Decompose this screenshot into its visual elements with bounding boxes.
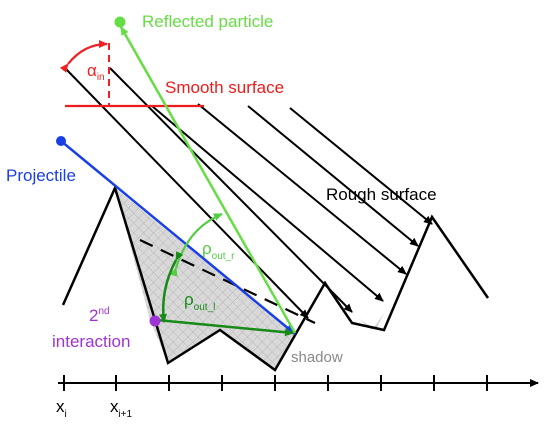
rho-r-symbol: ρ [202, 239, 212, 258]
rho-out-l-label: ρout_l [184, 290, 215, 313]
rough-surface-profile [61, 184, 490, 372]
incident-lines [64, 67, 433, 319]
smooth-surface-label: Smooth surface [165, 78, 284, 97]
projectile-dot [56, 136, 66, 146]
shadow-label: shadow [291, 349, 343, 366]
x-i1-label: xi+1 [110, 397, 133, 420]
x-axis-ticks [63, 375, 488, 391]
second-label: 2nd [89, 306, 110, 325]
shadow-region-right [358, 313, 384, 330]
x-i1-symbol: x [110, 397, 119, 416]
x-i1-subscript: i+1 [119, 409, 133, 420]
second-number: 2 [89, 306, 98, 325]
reflected-dot [114, 16, 126, 28]
second-superscript: nd [98, 306, 109, 317]
rho-out-l-arc [159, 251, 184, 323]
rho-l-symbol: ρ [184, 290, 194, 309]
projectile-label: Projectile [6, 166, 76, 185]
interaction-label: interaction [52, 332, 130, 351]
alpha-subscript: in [97, 72, 105, 83]
alpha-symbol: α [87, 61, 97, 80]
shadow-region [115, 188, 294, 370]
alpha-arc [59, 40, 108, 73]
reflected-particle-label: Reflected particle [142, 12, 273, 31]
rho-r-subscript: out_r [212, 251, 235, 262]
second-interaction-dot [149, 315, 161, 327]
x-i-subscript: i [65, 409, 67, 420]
rough-surface-label: Rough surface [326, 185, 437, 204]
alpha-in-label: αin [87, 61, 105, 83]
x-i-symbol: x [56, 397, 65, 416]
rho-l-subscript: out_l [194, 302, 216, 313]
rho-out-r-label: ρout_r [202, 239, 235, 262]
x-i-label: xi [56, 397, 67, 420]
reflected-line [119, 26, 297, 334]
